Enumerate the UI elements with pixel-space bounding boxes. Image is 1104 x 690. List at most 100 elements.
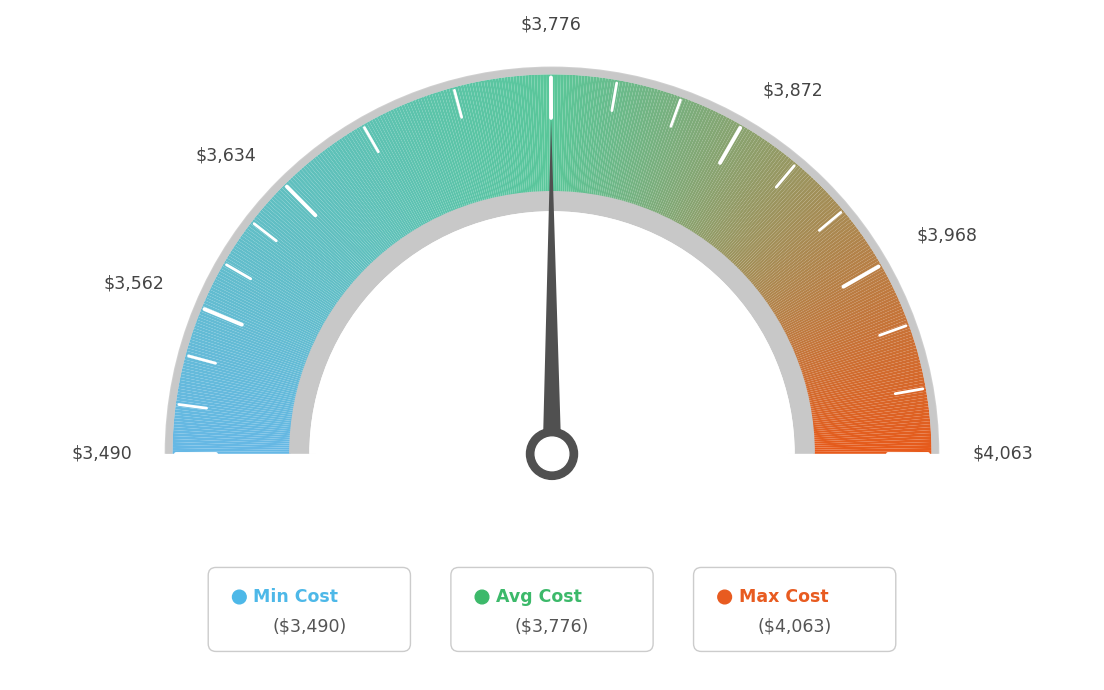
Wedge shape	[807, 371, 923, 399]
Wedge shape	[814, 445, 932, 450]
Wedge shape	[807, 368, 923, 397]
Wedge shape	[739, 188, 825, 272]
Wedge shape	[811, 406, 928, 423]
Wedge shape	[201, 306, 311, 354]
Wedge shape	[808, 380, 925, 405]
Wedge shape	[259, 210, 352, 287]
Wedge shape	[709, 150, 783, 246]
Wedge shape	[633, 93, 672, 206]
Text: $3,634: $3,634	[195, 147, 256, 165]
Wedge shape	[581, 77, 596, 195]
Wedge shape	[764, 230, 861, 302]
Wedge shape	[517, 76, 530, 194]
Wedge shape	[199, 311, 310, 357]
Wedge shape	[769, 243, 869, 310]
Wedge shape	[245, 228, 342, 300]
Wedge shape	[417, 98, 461, 210]
Wedge shape	[637, 95, 678, 207]
Wedge shape	[333, 141, 403, 240]
Wedge shape	[173, 421, 291, 433]
Wedge shape	[794, 308, 904, 356]
Wedge shape	[179, 380, 296, 405]
Wedge shape	[711, 152, 785, 248]
Wedge shape	[623, 88, 658, 203]
Wedge shape	[692, 133, 757, 235]
Wedge shape	[783, 276, 889, 333]
Wedge shape	[658, 107, 708, 216]
Wedge shape	[587, 78, 605, 195]
Wedge shape	[708, 148, 779, 245]
Wedge shape	[382, 113, 437, 220]
Wedge shape	[180, 374, 297, 401]
Wedge shape	[264, 205, 354, 284]
Wedge shape	[178, 388, 295, 411]
Wedge shape	[712, 154, 787, 248]
Wedge shape	[786, 284, 893, 339]
Wedge shape	[496, 78, 516, 195]
Wedge shape	[683, 126, 745, 229]
FancyBboxPatch shape	[693, 567, 895, 651]
Wedge shape	[173, 418, 291, 431]
Wedge shape	[619, 87, 652, 201]
Wedge shape	[275, 192, 363, 275]
Wedge shape	[690, 132, 755, 233]
Wedge shape	[501, 77, 519, 195]
Wedge shape	[341, 137, 408, 237]
Wedge shape	[369, 120, 428, 225]
Wedge shape	[176, 404, 293, 421]
Wedge shape	[174, 415, 293, 429]
Wedge shape	[492, 79, 513, 196]
Wedge shape	[745, 199, 835, 279]
Wedge shape	[534, 75, 542, 193]
Wedge shape	[315, 156, 390, 250]
Wedge shape	[650, 102, 698, 213]
Wedge shape	[388, 110, 440, 218]
Wedge shape	[189, 342, 302, 379]
Wedge shape	[217, 271, 323, 330]
Wedge shape	[177, 397, 294, 417]
Wedge shape	[232, 248, 332, 314]
Circle shape	[718, 590, 732, 604]
Wedge shape	[293, 175, 374, 264]
Wedge shape	[183, 359, 299, 391]
Wedge shape	[680, 123, 740, 227]
Wedge shape	[353, 129, 417, 231]
Wedge shape	[172, 439, 290, 446]
Text: ($4,063): ($4,063)	[757, 618, 831, 635]
Wedge shape	[295, 173, 376, 262]
Wedge shape	[814, 442, 932, 448]
Wedge shape	[605, 82, 631, 199]
Wedge shape	[793, 306, 903, 354]
Wedge shape	[304, 166, 382, 257]
Wedge shape	[593, 79, 614, 196]
Wedge shape	[172, 75, 932, 454]
Wedge shape	[257, 212, 351, 289]
Wedge shape	[765, 233, 862, 304]
Wedge shape	[173, 430, 291, 440]
Wedge shape	[499, 78, 517, 195]
Wedge shape	[781, 268, 884, 328]
Wedge shape	[699, 140, 767, 239]
Wedge shape	[399, 106, 448, 215]
Wedge shape	[595, 79, 617, 197]
Text: $3,968: $3,968	[916, 227, 977, 245]
Wedge shape	[452, 87, 485, 201]
Wedge shape	[220, 268, 323, 328]
Wedge shape	[638, 96, 680, 208]
Wedge shape	[357, 127, 420, 230]
Wedge shape	[803, 348, 917, 383]
Wedge shape	[813, 418, 931, 431]
Wedge shape	[670, 116, 726, 222]
Wedge shape	[216, 274, 322, 332]
Wedge shape	[297, 171, 378, 261]
Wedge shape	[811, 415, 930, 429]
Wedge shape	[391, 109, 443, 217]
Wedge shape	[327, 147, 399, 244]
Wedge shape	[809, 388, 926, 411]
Wedge shape	[774, 253, 875, 317]
Wedge shape	[487, 79, 509, 197]
Wedge shape	[627, 90, 664, 204]
Wedge shape	[177, 391, 294, 413]
Wedge shape	[226, 255, 329, 319]
Wedge shape	[617, 86, 649, 201]
